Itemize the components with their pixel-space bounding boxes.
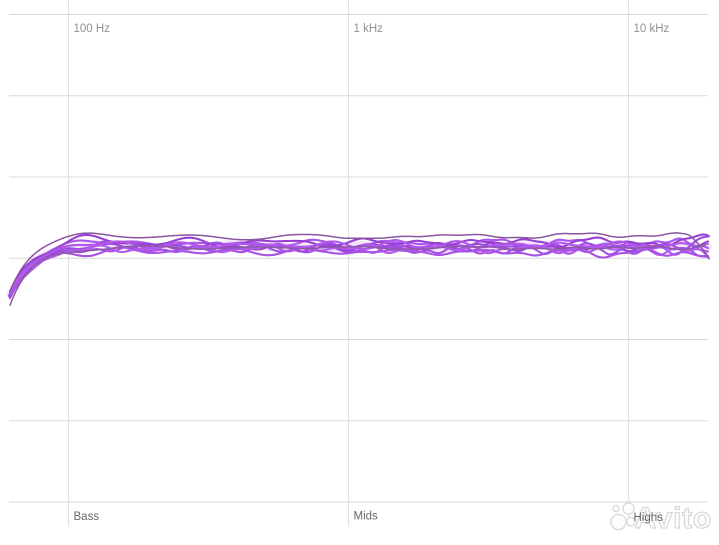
svg-text:Mids: Mids bbox=[354, 511, 379, 523]
svg-text:1 kHz: 1 kHz bbox=[354, 23, 384, 35]
svg-text:Avito: Avito bbox=[635, 502, 712, 535]
svg-text:Highs: Highs bbox=[634, 512, 664, 524]
svg-text:Bass: Bass bbox=[74, 511, 100, 523]
svg-text:10 kHz: 10 kHz bbox=[634, 23, 670, 35]
svg-text:100 Hz: 100 Hz bbox=[74, 23, 111, 35]
